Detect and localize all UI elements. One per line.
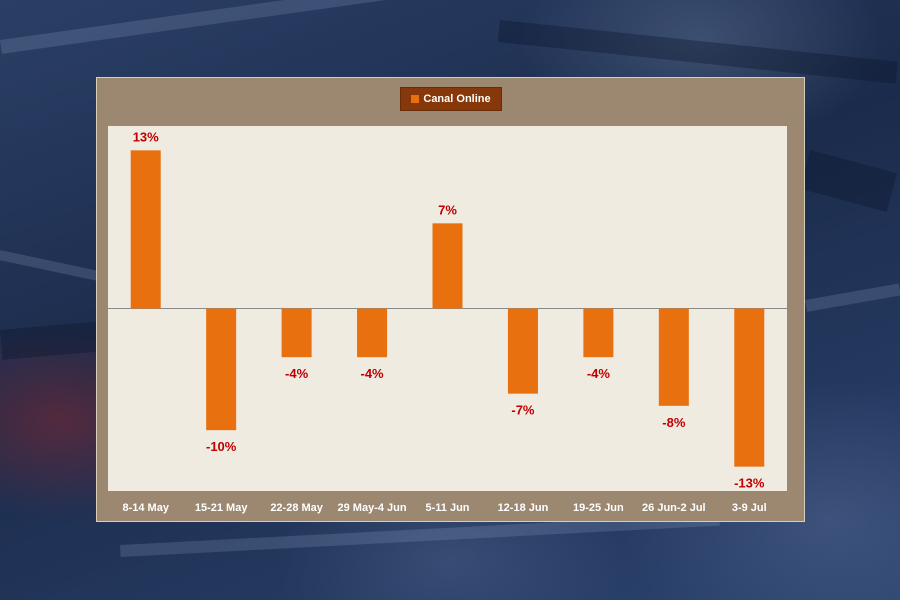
bar-chart: 13% 8-14 May -10% 15-21 May -4% 22-28 May -4% 2… <box>108 126 787 514</box>
data-label: -4% <box>587 366 611 381</box>
legend-swatch <box>411 95 420 103</box>
data-label: 13% <box>133 129 159 144</box>
bar <box>432 223 463 309</box>
chart-frame: Canal Online 13% 8-14 May -10% 15-21 May -4%… <box>96 77 805 522</box>
bar <box>130 150 161 309</box>
x-tick-label: 15-21 May <box>195 502 248 514</box>
data-label: 7% <box>438 202 457 217</box>
bar <box>734 308 765 467</box>
x-tick-label: 5-11 Jun <box>425 502 469 514</box>
x-tick-label: 26 Jun-2 Jul <box>642 502 706 514</box>
chart-legend: Canal Online <box>400 87 502 111</box>
x-tick-label: 12-18 Jun <box>498 502 549 514</box>
bar <box>357 308 388 358</box>
bar <box>507 308 538 394</box>
bar <box>206 308 237 431</box>
x-tick-label: 22-28 May <box>270 502 323 514</box>
data-label: -4% <box>285 366 309 381</box>
bar <box>583 308 614 358</box>
x-tick-label: 29 May-4 Jun <box>338 502 407 514</box>
x-tick-label: 19-25 Jun <box>573 502 624 514</box>
data-label: -8% <box>662 415 686 430</box>
x-tick-label: 8-14 May <box>122 502 169 514</box>
bar <box>281 308 312 358</box>
data-label: -4% <box>360 366 384 381</box>
x-tick-label: 3-9 Jul <box>732 502 767 514</box>
bar <box>658 308 689 406</box>
data-label: -7% <box>511 403 535 418</box>
legend-label: Canal Online <box>423 93 491 105</box>
data-label: -13% <box>734 476 765 491</box>
data-label: -10% <box>206 439 237 454</box>
